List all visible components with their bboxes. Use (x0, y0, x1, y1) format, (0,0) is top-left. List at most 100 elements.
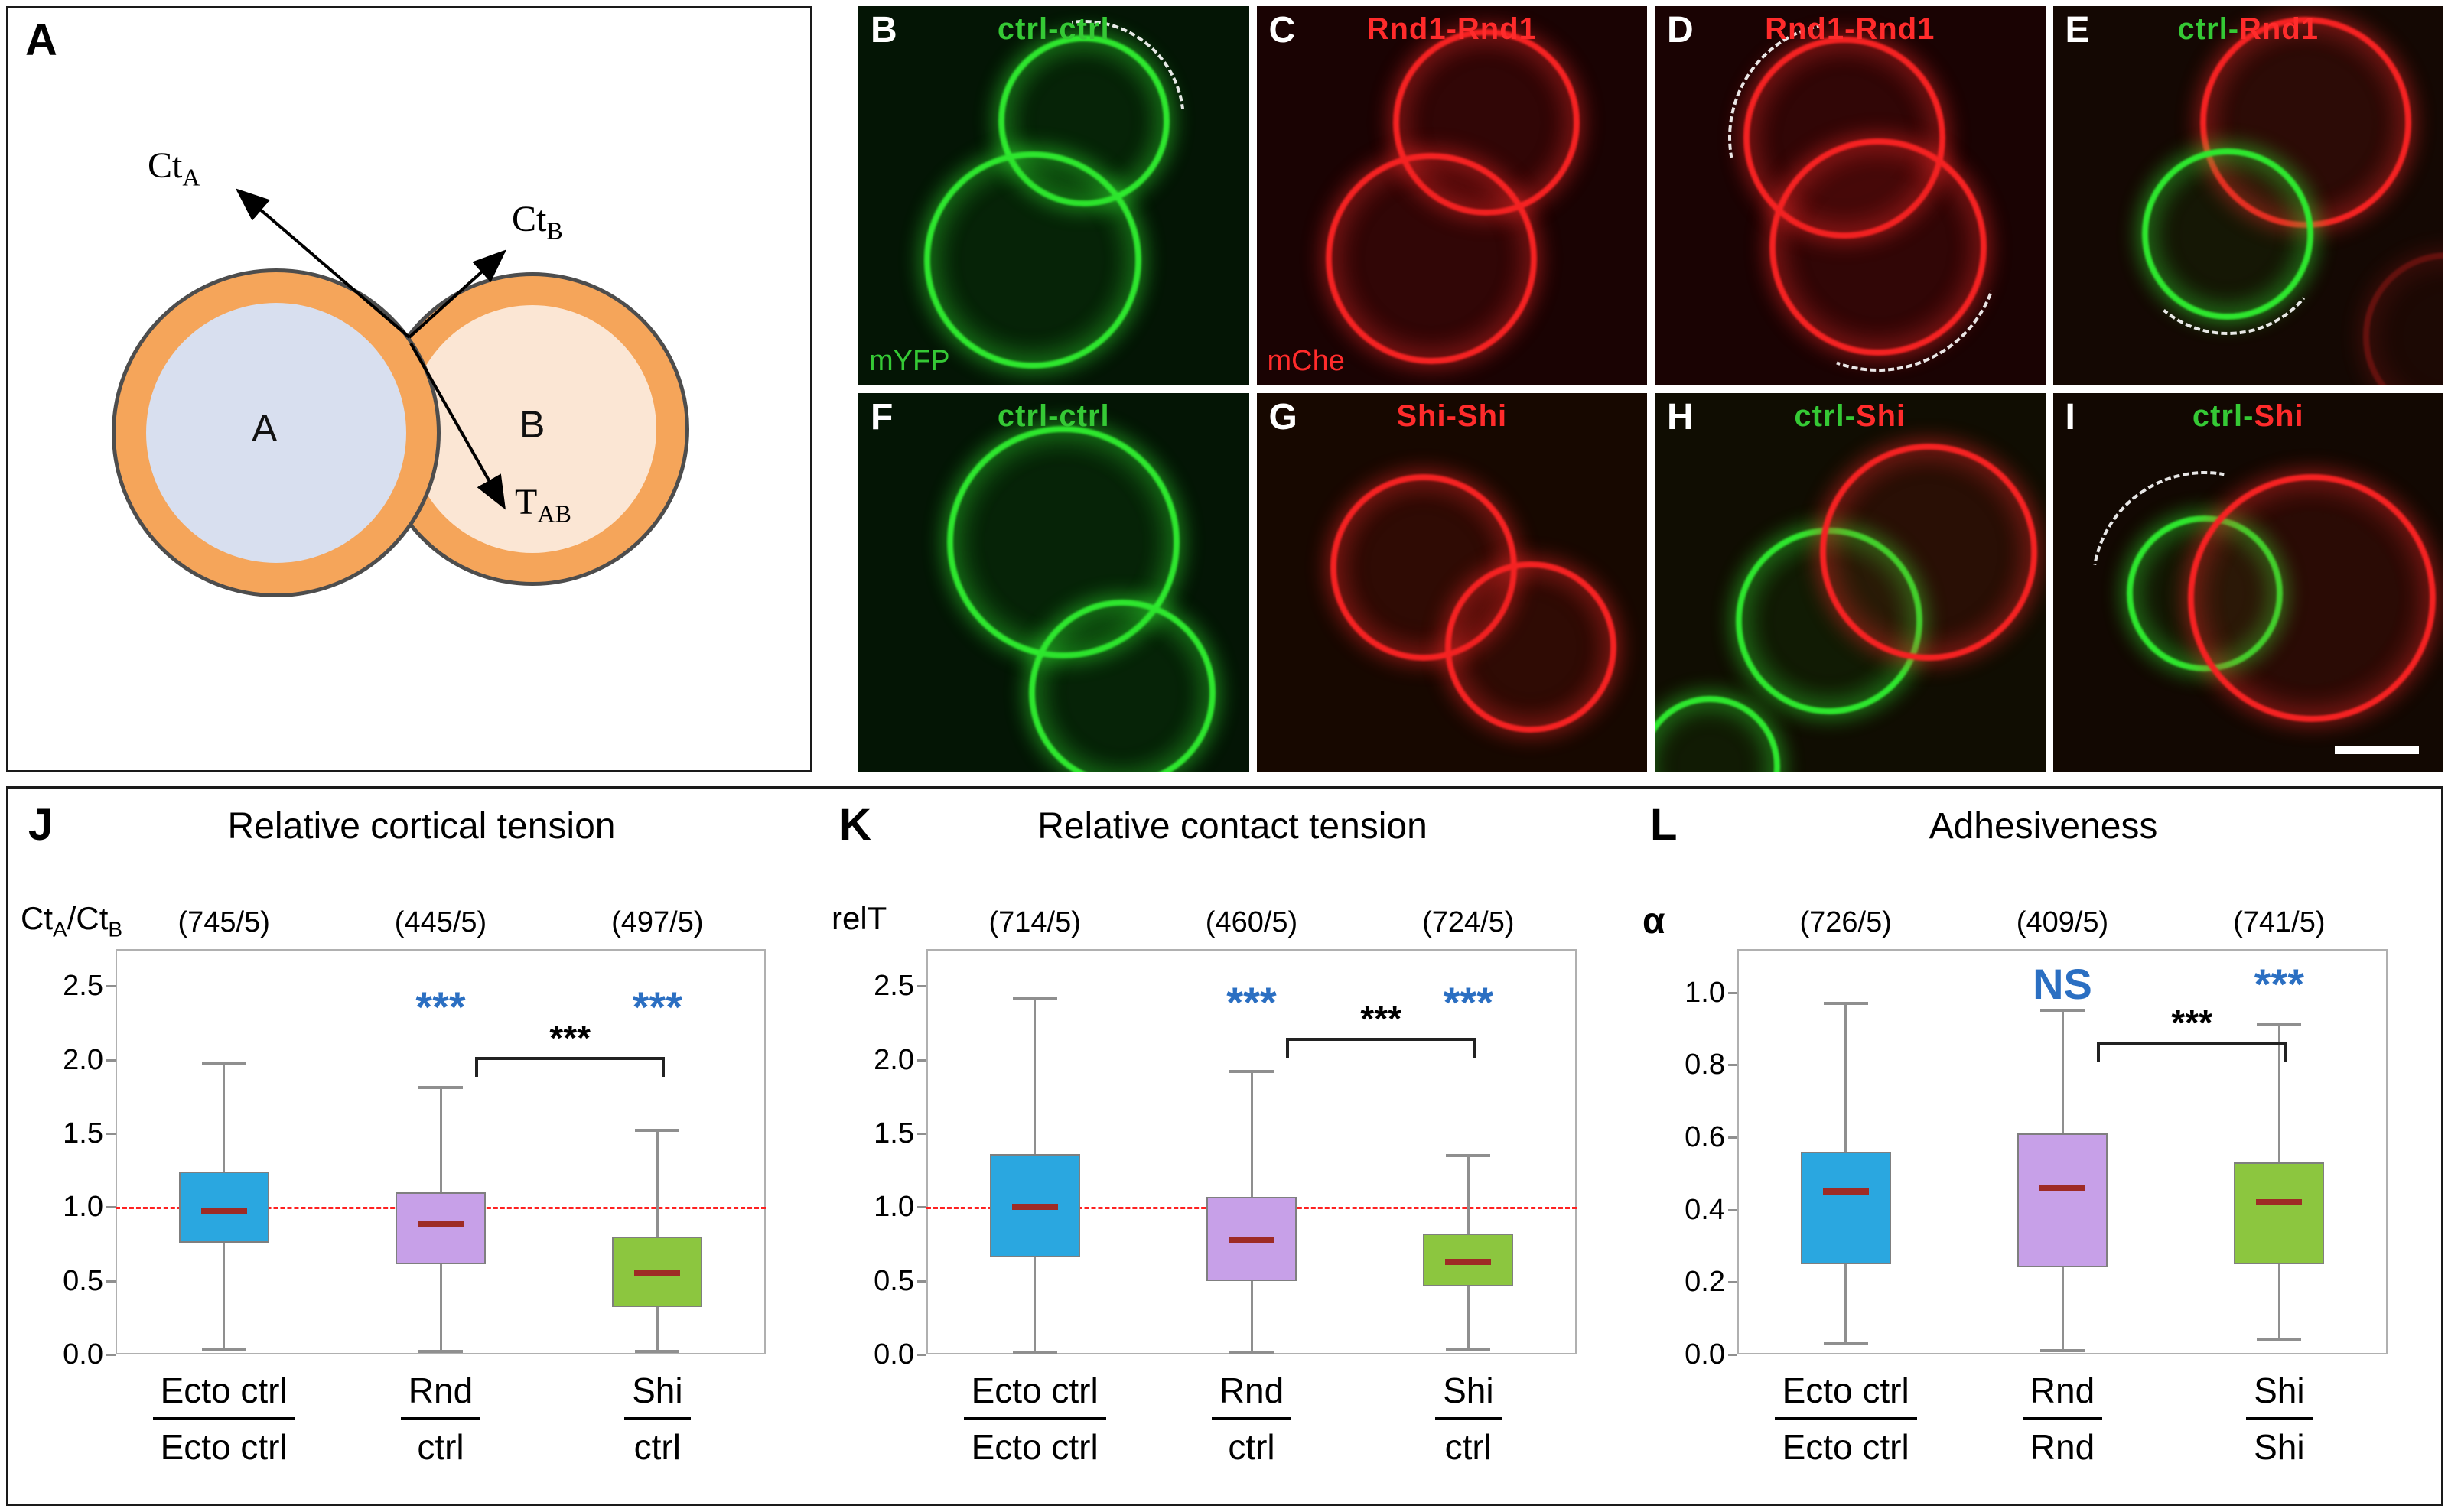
whisker-cap (1446, 1153, 1491, 1157)
red-cell (1444, 561, 1616, 733)
label-main: Ct (512, 199, 547, 239)
ct-a-label: CtA (148, 145, 200, 192)
label-main: Ct (148, 145, 183, 186)
chart-title: Adhesiveness (1929, 806, 2158, 847)
category-numerator: Rnd (2022, 1370, 2103, 1420)
sample-count: (714/5) (988, 906, 1081, 938)
y-tick-label: 1.0 (874, 1191, 914, 1224)
significance-label: *** (415, 983, 466, 1032)
caption-part: - (1844, 399, 1856, 433)
box-1 (178, 1172, 269, 1243)
cell-a-interior (146, 303, 406, 563)
y-tick-mark (1728, 1354, 1737, 1356)
significance-label: *** (632, 983, 683, 1032)
panel-letter-a: A (25, 15, 57, 65)
scale-bar (2334, 746, 2419, 754)
category-label: Ecto ctrl Ecto ctrl (1716, 1370, 1976, 1468)
panel-letter-l: L (1650, 800, 1678, 850)
caption-part: - (2228, 12, 2240, 46)
category-numerator: Shi (624, 1370, 691, 1420)
label-sub: A (182, 163, 200, 191)
whisker-cap (201, 1348, 246, 1352)
micro-panel-c: C Rnd1-Rnd1 mChe (1256, 6, 1648, 385)
label-sub: B (546, 216, 563, 245)
significance-label: *** (2254, 960, 2305, 1009)
t-ab-label: TAB (515, 481, 571, 528)
bracket-significance: *** (1360, 998, 1402, 1039)
whisker-cap (1823, 1001, 1868, 1005)
median-line (2256, 1199, 2303, 1206)
y-tick-label: 0.0 (1685, 1338, 1725, 1371)
bracket-significance: *** (549, 1017, 591, 1058)
significance-label: *** (1226, 978, 1277, 1027)
panel-caption: ctrl-ctrl (858, 399, 1249, 434)
cell-a-label: A (252, 407, 278, 450)
sample-count: (445/5) (394, 906, 487, 938)
micro-panel-d: D Rnd1-Rnd1 (1655, 6, 2046, 385)
y-tick-mark (917, 1206, 926, 1209)
y-tick-mark (1728, 991, 1737, 994)
median-line (200, 1208, 247, 1215)
chart-panel-j: J Relative cortical tension CtA/CtB 0.0 0.5 1… (8, 789, 819, 1502)
y-tick-mark (106, 1132, 116, 1135)
category-denominator: ctrl (633, 1427, 681, 1467)
significance-bracket (475, 1056, 666, 1077)
box-3 (2234, 1162, 2325, 1264)
category-denominator: ctrl (417, 1427, 464, 1467)
panel-letter-d: D (1667, 10, 1694, 50)
sample-count: (724/5) (1422, 906, 1515, 938)
whisker-cap (201, 1062, 246, 1066)
y-tick-mark (1728, 1208, 1737, 1211)
panel-letter-j: J (28, 800, 54, 850)
category-denominator: ctrl (1228, 1427, 1275, 1467)
y-axis-label-part: B (108, 917, 123, 941)
panel-caption: Rnd1-Rnd1 (1655, 12, 2046, 47)
panel-letter-e: E (2065, 10, 2090, 50)
category-numerator: Rnd (1211, 1370, 1292, 1420)
y-tick-label: 0.5 (63, 1264, 103, 1297)
panel-letter-f: F (871, 397, 894, 437)
y-tick-label: 2.0 (63, 1043, 103, 1076)
category-numerator: Shi (2246, 1370, 2313, 1420)
category-denominator: Ecto ctrl (160, 1427, 288, 1467)
category-numerator: Shi (1435, 1370, 1502, 1420)
panel-caption: Shi-Shi (1257, 399, 1648, 434)
whisker-cap (418, 1086, 463, 1090)
significance-label: NS (2033, 960, 2092, 1009)
caption-part: Shi-Shi (1396, 399, 1508, 433)
y-tick-label: 2.0 (874, 1043, 914, 1076)
label-sub: AB (537, 499, 571, 528)
median-line (634, 1270, 681, 1276)
y-tick-label: 1.0 (63, 1191, 103, 1224)
y-axis-label-part: Ct (21, 900, 53, 936)
y-tick-label: 1.0 (1685, 976, 1725, 1009)
significance-label: *** (1443, 978, 1494, 1027)
bracket-significance: *** (2171, 1002, 2213, 1042)
whisker-cap (2040, 1349, 2085, 1353)
panel-caption: ctrl-Rnd1 (2053, 12, 2444, 47)
ct-b-label: CtB (512, 198, 563, 245)
category-denominator: Rnd (2030, 1427, 2095, 1467)
y-tick-mark (106, 985, 116, 988)
category-denominator: ctrl (1444, 1427, 1492, 1467)
caption-part: Rnd1 (2239, 12, 2319, 46)
y-tick-mark (106, 1280, 116, 1283)
sample-count: (726/5) (1799, 906, 1892, 938)
y-axis-label-part: α (1642, 901, 1665, 941)
red-cell (1820, 444, 2037, 661)
schematic-panel: A A B CtA CtB TAB (6, 6, 812, 772)
box-1 (1800, 1152, 1891, 1264)
category-label: Shi ctrl (1338, 1370, 1598, 1468)
y-tick-mark (917, 1132, 926, 1135)
y-tick-label: 0.8 (1685, 1049, 1725, 1081)
category-label: Ecto ctrl Ecto ctrl (905, 1370, 1165, 1468)
box-3 (1423, 1233, 1514, 1287)
panel-letter-g: G (1268, 397, 1297, 437)
panel-caption: Rnd1-Rnd1 (1257, 12, 1648, 47)
y-tick-mark (1728, 1064, 1737, 1067)
whisker-cap (2257, 1023, 2302, 1027)
